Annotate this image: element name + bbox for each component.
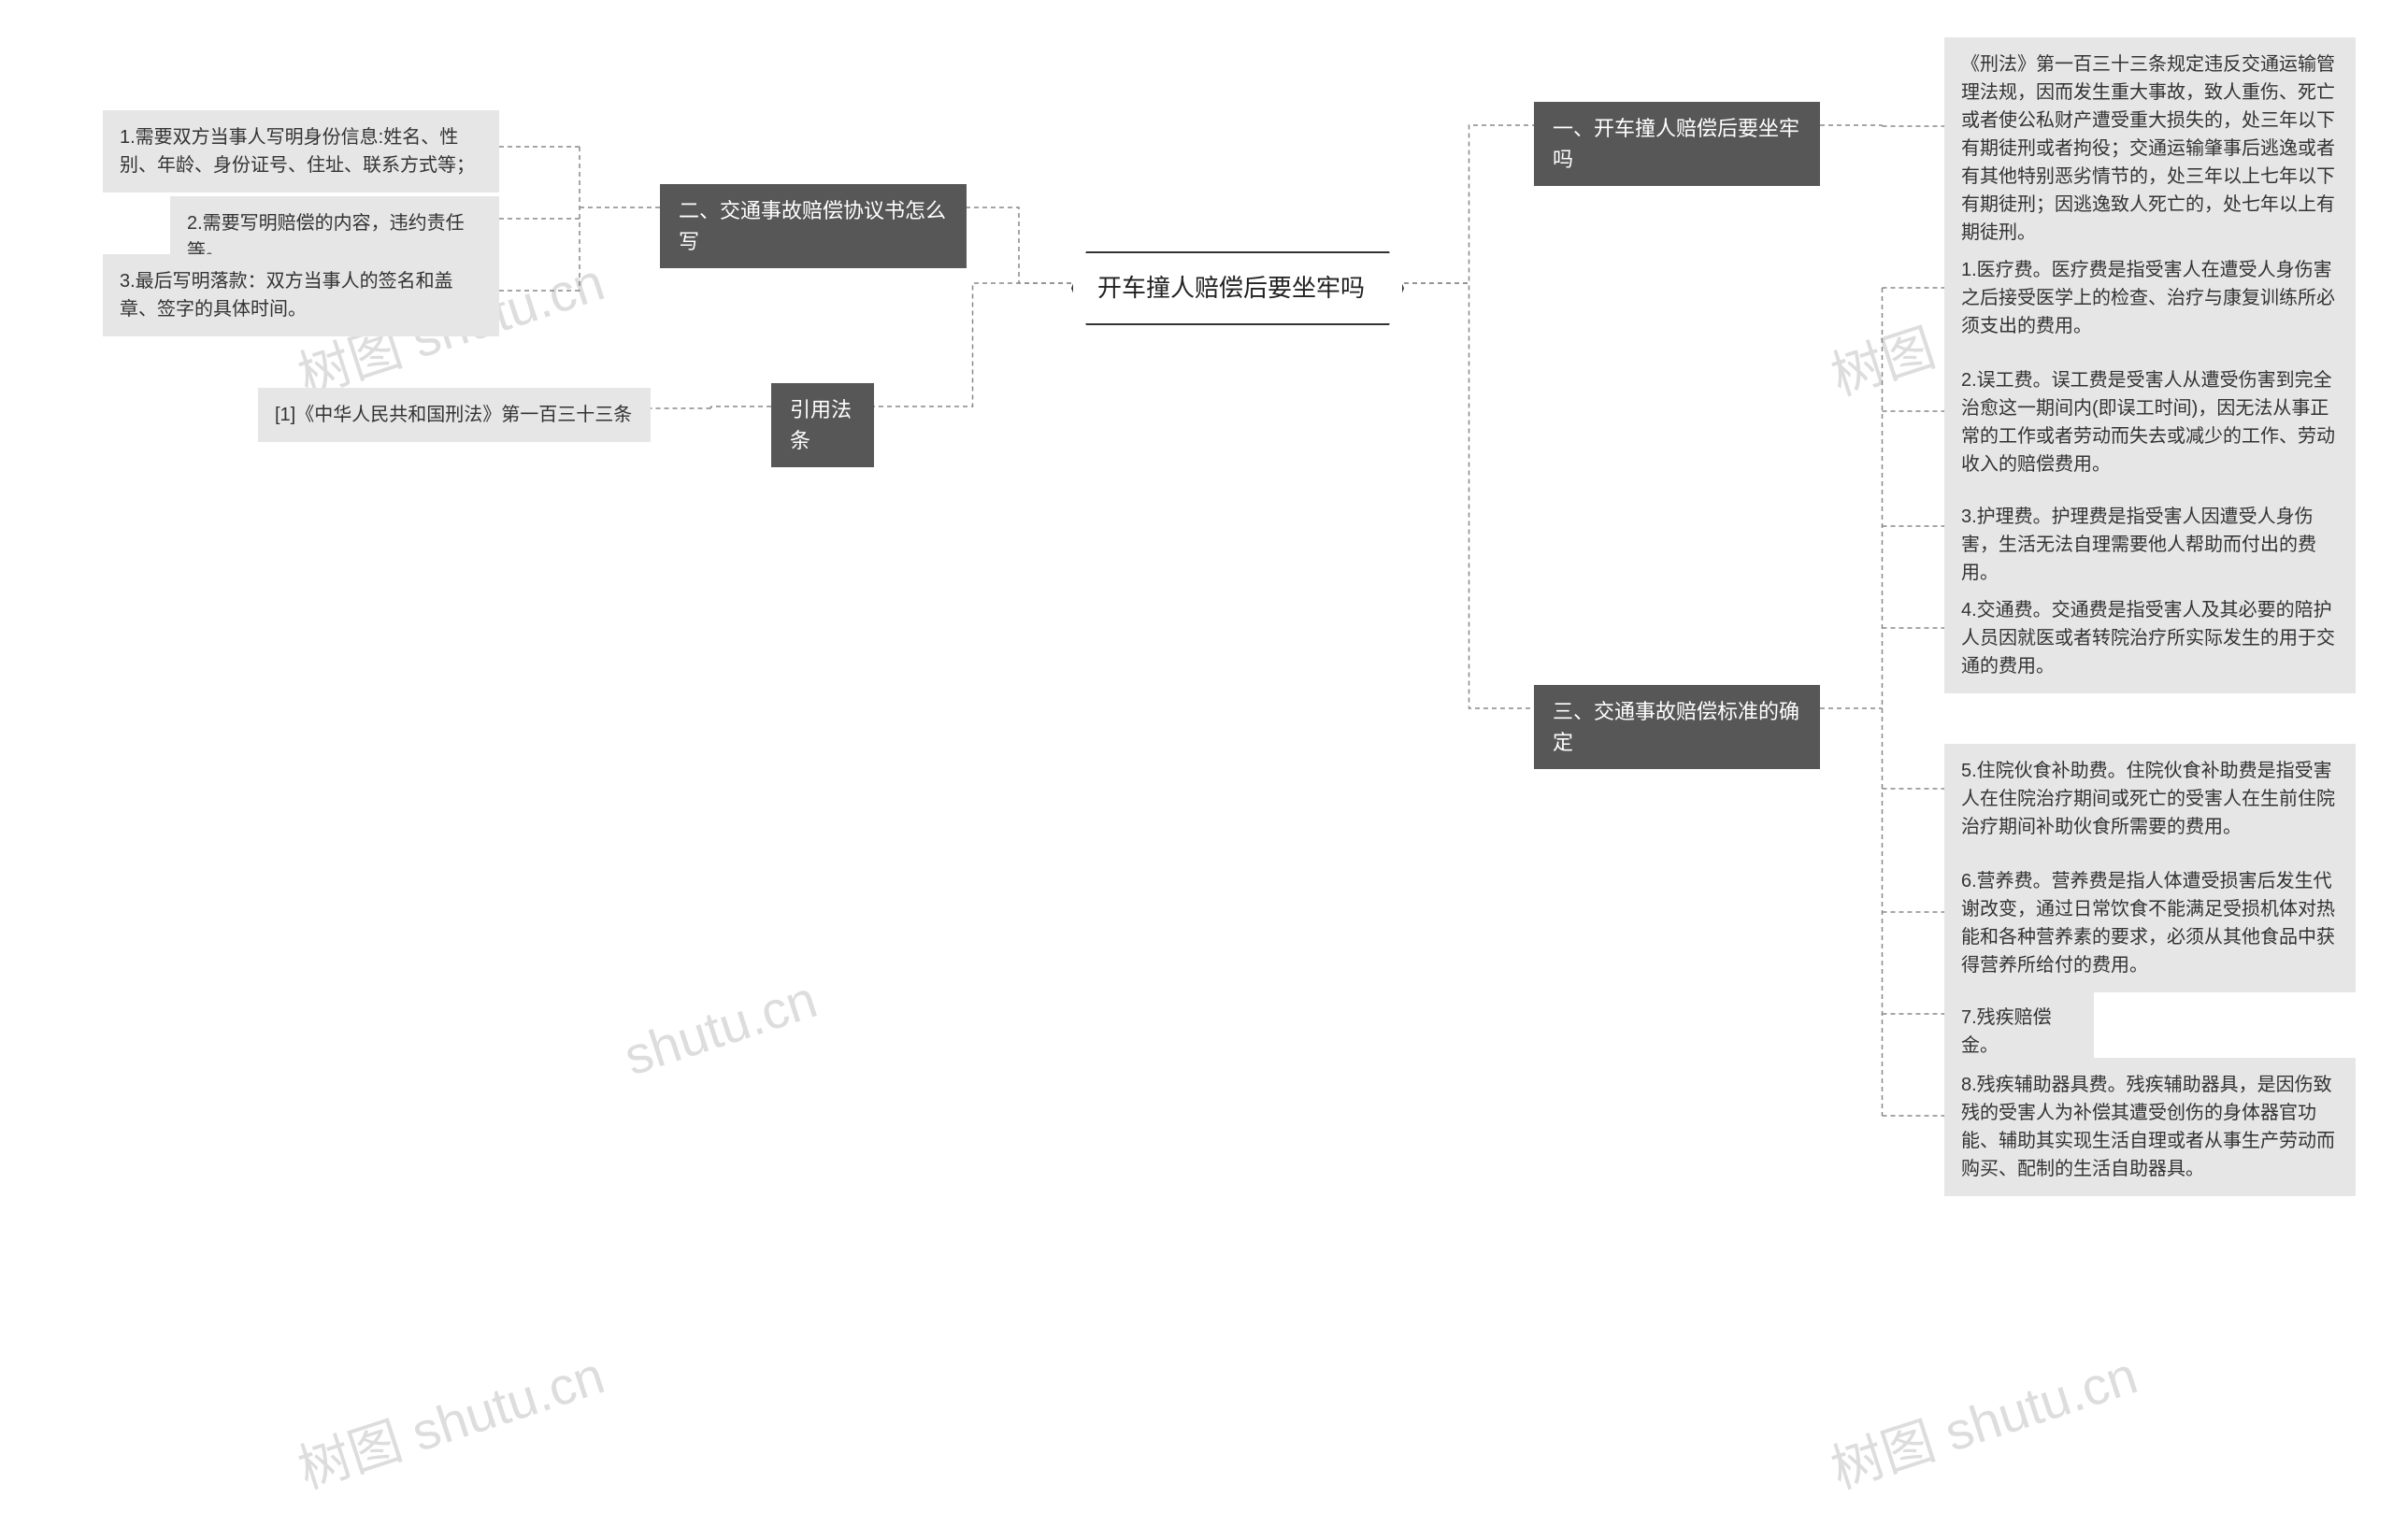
leaf-node: 8.残疾辅助器具费。残疾辅助器具，是因伤致残的受害人为补偿其遭受创伤的身体器官功…	[1944, 1058, 2356, 1196]
watermark: 树图 shutu.cn	[287, 1333, 612, 1504]
leaf-node: 3.最后写明落款：双方当事人的签名和盖章、签字的具体时间。	[103, 254, 499, 336]
branch-node-3: 三、交通事故赔偿标准的确定	[1534, 685, 1820, 769]
leaf-node: 1.需要双方当事人写明身份信息:姓名、性别、年龄、身份证号、住址、联系方式等；	[103, 110, 499, 192]
leaf-node: 5.住院伙食补助费。住院伙食补助费是指受害人在住院治疗期间或死亡的受害人在生前住…	[1944, 744, 2356, 854]
leaf-node: 6.营养费。营养费是指人体遭受损害后发生代谢改变，通过日常饮食不能满足受损机体对…	[1944, 854, 2356, 992]
watermark: shutu.cn	[617, 968, 824, 1087]
branch-node-2: 二、交通事故赔偿协议书怎么写	[660, 184, 967, 268]
watermark: 树图 shutu.cn	[1820, 1333, 2145, 1504]
leaf-node: 2.误工费。误工费是受害人从遭受伤害到完全治愈这一期间内(即误工时间)，因无法从…	[1944, 353, 2356, 492]
leaf-node: 《刑法》第一百三十三条规定违反交通运输管理法规，因而发生重大事故，致人重伤、死亡…	[1944, 37, 2356, 260]
branch-node-1: 一、开车撞人赔偿后要坐牢吗	[1534, 102, 1820, 186]
leaf-node: 1.医疗费。医疗费是指受害人在遭受人身伤害之后接受医学上的检查、治疗与康复训练所…	[1944, 243, 2356, 353]
leaf-node: [1]《中华人民共和国刑法》第一百三十三条	[258, 388, 651, 442]
leaf-node: 4.交通费。交通费是指受害人及其必要的陪护人员因就医或者转院治疗所实际发生的用于…	[1944, 583, 2356, 693]
mindmap-root: 开车撞人赔偿后要坐牢吗	[1071, 251, 1404, 325]
branch-node-4: 引用法条	[771, 383, 874, 467]
